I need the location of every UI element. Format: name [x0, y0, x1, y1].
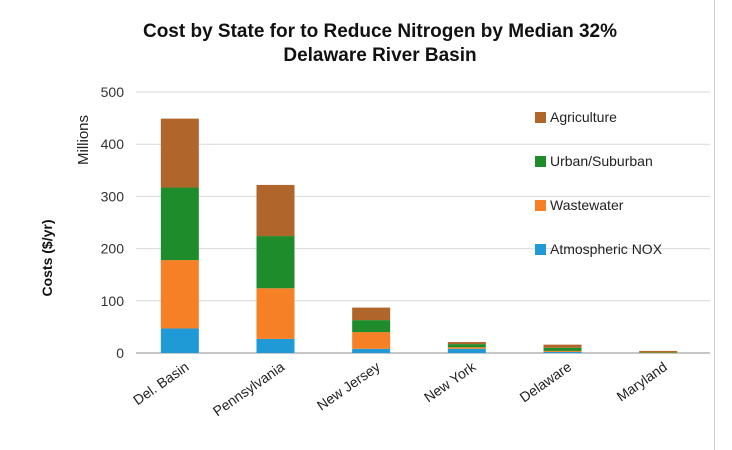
chart-title-line-1: Cost by State for to Reduce Nitrogen by … [142, 21, 618, 42]
x-tick-label: Del. Basin [130, 358, 191, 408]
bar-segment [256, 288, 295, 339]
bar-segment [256, 184, 295, 237]
legend-swatch [535, 244, 546, 255]
legend: Agriculture Urban/Suburban Wastewater Atmos… [535, 109, 663, 257]
x-tick-label: Delaware [517, 358, 575, 405]
bar-segment [160, 118, 199, 188]
bar-segment [639, 350, 678, 352]
bar-segment [256, 236, 295, 289]
bars [160, 118, 678, 353]
bar-segment [447, 344, 486, 348]
legend-label: Urban/Suburban [550, 153, 653, 169]
y-tick-label: 300 [101, 188, 125, 204]
bar-segment [543, 351, 582, 353]
bar-segment [352, 307, 391, 321]
bar-segment [447, 348, 486, 353]
bar-segment [160, 187, 199, 261]
legend-swatch [535, 156, 546, 167]
bar-segment [256, 338, 295, 353]
y-tick-label: 0 [116, 345, 124, 361]
bar-segment [352, 332, 391, 349]
bar-segment [352, 320, 391, 333]
y-tick-label: 200 [101, 241, 125, 257]
bar-segment [639, 351, 678, 353]
bar-segment [447, 347, 486, 349]
y-tick-label: 100 [101, 293, 125, 309]
x-tick-label: Pennsylvania [210, 358, 288, 419]
legend-swatch [535, 112, 546, 123]
legend-label: Agriculture [550, 109, 617, 125]
y-axis-title: Costs ($/yr) [39, 219, 55, 296]
y-tick-label: 400 [101, 136, 125, 152]
x-tick-label: Maryland [614, 358, 670, 404]
bar-segment [639, 352, 678, 353]
gridlines [136, 91, 710, 354]
legend-label: Atmospheric NOX [550, 241, 663, 257]
legend-label: Wastewater [550, 197, 624, 213]
x-tick-label: New Jersey [314, 358, 383, 413]
bar-segment [543, 344, 582, 348]
bar-segment [543, 350, 582, 352]
bar-segment [352, 348, 391, 353]
y-axis-unit-label: Millions [75, 115, 92, 165]
bar-segment [447, 342, 486, 345]
bar-segment [160, 260, 199, 329]
frame-border [714, 0, 715, 450]
legend-swatch [535, 200, 546, 211]
chart-title-line-2: Delaware River Basin [283, 45, 477, 66]
y-tick-label: 500 [101, 84, 125, 100]
bar-segment [160, 328, 199, 353]
x-tick-label: New York [421, 358, 479, 406]
bar-segment [543, 347, 582, 351]
